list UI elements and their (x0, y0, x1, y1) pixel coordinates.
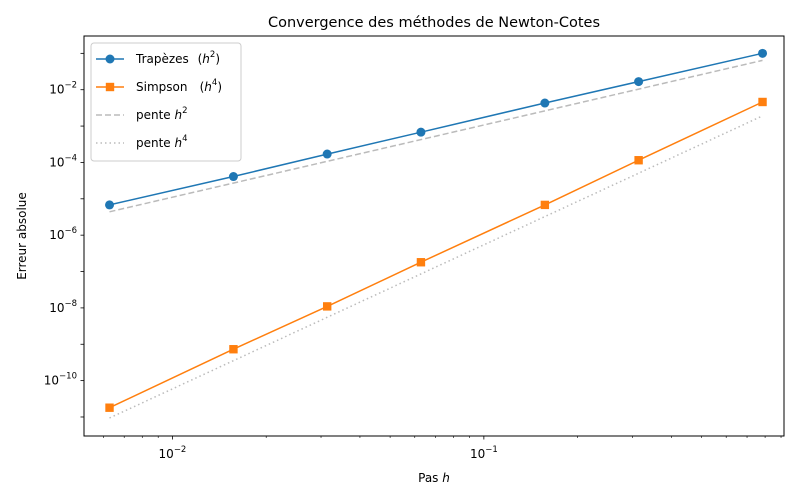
legend-label-pente-h: pente h4 (136, 134, 188, 150)
data-point-trap-zes (416, 127, 426, 137)
legend-box (90, 42, 242, 162)
data-point-simpson (634, 156, 643, 165)
y-tick-label: 10−2 (49, 81, 77, 97)
series-line-pente-h (109, 59, 763, 213)
x-tick-label: 10−2 (159, 445, 187, 461)
x-axis-label-var: h (442, 471, 450, 485)
data-point-simpson (416, 258, 426, 267)
data-point-trap-zes (228, 172, 238, 182)
chart-title: Convergence des méthodes de Newton-Cotes (268, 15, 600, 31)
legend: Trapèzes (h2) Simpson (h4) pente h2 pente h4 (90, 42, 242, 162)
data-point-trap-zes (105, 200, 115, 210)
y-tick-label: 10−8 (49, 299, 77, 315)
data-point-simpson (229, 345, 238, 354)
series-line-pente-h (109, 115, 763, 419)
data-point-trap-zes (540, 98, 550, 108)
series-layer (105, 48, 768, 419)
x-tick-label: 10−1 (470, 445, 498, 461)
data-point-trap-zes (634, 77, 644, 87)
data-point-simpson (540, 200, 550, 210)
data-point-simpson (758, 97, 767, 107)
y-axis-label: Erreur absolue (15, 192, 29, 280)
x-axis-label-text: Pas (418, 471, 442, 485)
legend-label-pente-h: pente h2 (136, 106, 188, 122)
legend-label-trap-zes: Trapèzes (h2) (135, 50, 220, 66)
data-point-trap-zes (322, 149, 332, 159)
y-tick-label: 10−10 (44, 372, 77, 388)
y-tick-label: 10−6 (49, 226, 77, 242)
legend-marker-icon (105, 82, 115, 92)
data-point-simpson (322, 302, 332, 311)
y-tick-label: 10−4 (49, 153, 77, 169)
data-point-simpson (105, 403, 114, 412)
data-point-trap-zes (758, 48, 768, 58)
axes-frame (83, 35, 785, 437)
x-axis-label: Pas h (418, 471, 450, 485)
legend-label-simpson: Simpson (h4) (136, 78, 222, 94)
x-axis: 10−2 10−1 (103, 436, 782, 461)
legend-marker-icon (105, 54, 115, 64)
y-axis: 10−2 10−4 10−6 10−8 10−10 (44, 52, 84, 418)
